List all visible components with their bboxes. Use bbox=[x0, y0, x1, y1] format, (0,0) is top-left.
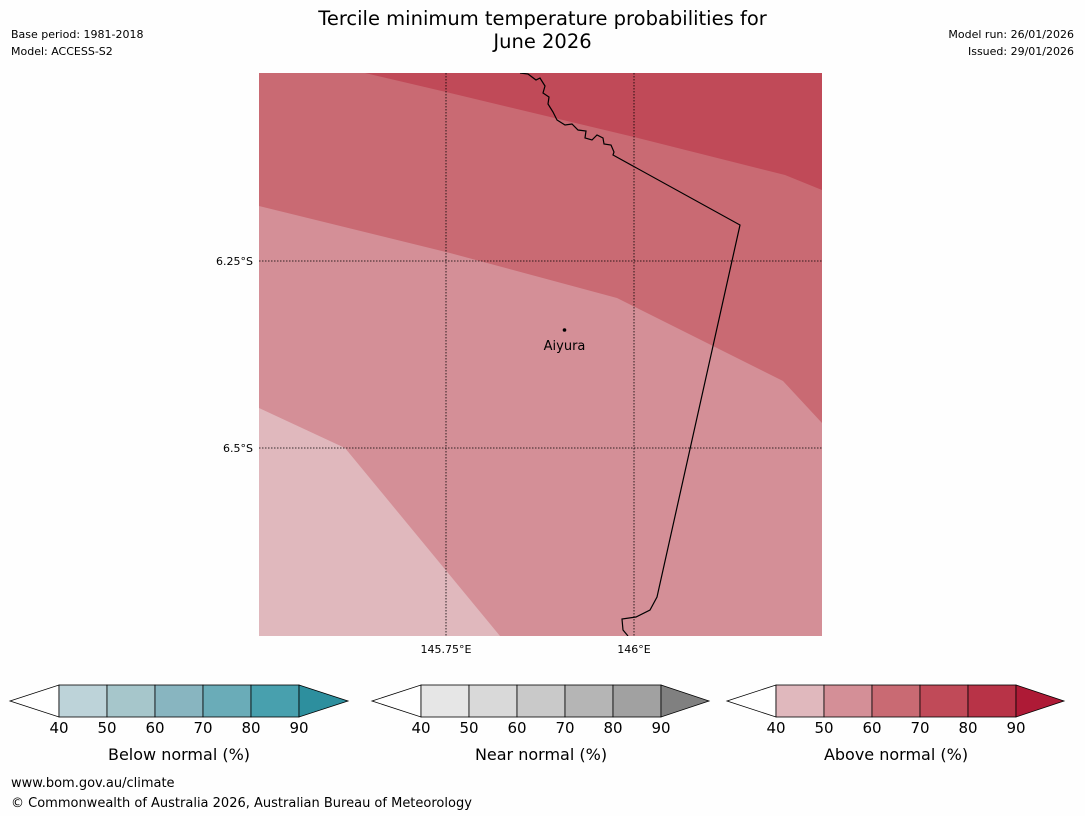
footer-url: www.bom.gov.au/climate bbox=[11, 776, 175, 791]
footer: www.bom.gov.au/climate © Commonwealth of… bbox=[11, 774, 472, 814]
tick-label: 90 bbox=[289, 719, 309, 737]
legend-near-label: Near normal (%) bbox=[474, 745, 608, 764]
colorbar-near bbox=[370, 684, 711, 718]
lon-label-146: 146°E bbox=[617, 643, 650, 656]
above-swatch-40 bbox=[775, 684, 825, 718]
tick-label: 70 bbox=[555, 719, 575, 737]
footer-copyright: © Commonwealth of Australia 2026, Austra… bbox=[11, 796, 472, 811]
near-swatch-40 bbox=[420, 684, 470, 718]
chart-title: Tercile minimum temperature probabilitie… bbox=[0, 7, 1085, 53]
model-text: Model: ACCESS-S2 bbox=[11, 45, 113, 58]
map-probability-field bbox=[259, 73, 822, 636]
colorbar-below bbox=[8, 684, 350, 718]
zone-above-70-80 bbox=[365, 73, 822, 190]
above-swatch-60 bbox=[871, 684, 921, 718]
title-line-2: June 2026 bbox=[493, 30, 592, 53]
tick-label: 50 bbox=[97, 719, 117, 737]
tick-label: 90 bbox=[651, 719, 671, 737]
tick-label: 40 bbox=[766, 719, 786, 737]
above-swatch-80 bbox=[967, 684, 1017, 718]
tick-label: 80 bbox=[241, 719, 261, 737]
near-extend-high bbox=[660, 684, 711, 718]
lon-label-145.75: 145.75°E bbox=[421, 643, 472, 656]
model-run-text: Model run: 26/01/2026 bbox=[948, 28, 1074, 41]
lat-label-6.25: 6.25°S bbox=[216, 255, 253, 268]
above-extend-low bbox=[725, 684, 777, 718]
below-swatch-80 bbox=[250, 684, 300, 718]
legend-colorbars bbox=[8, 684, 1066, 718]
tick-label: 60 bbox=[145, 719, 165, 737]
near-swatch-50 bbox=[468, 684, 518, 718]
aiyura-label: Aiyura bbox=[544, 339, 586, 354]
below-swatch-60 bbox=[154, 684, 204, 718]
below-extend-low bbox=[8, 684, 60, 718]
above-swatch-50 bbox=[823, 684, 873, 718]
below-swatch-50 bbox=[106, 684, 156, 718]
tick-label: 40 bbox=[49, 719, 69, 737]
below-extend-high bbox=[298, 684, 350, 718]
province-boundary bbox=[519, 73, 741, 636]
map: Aiyura 6.25°S 6.5°S 145.75°E 146°E bbox=[216, 73, 822, 656]
tick-label: 70 bbox=[910, 719, 930, 737]
legend-above-label: Above normal (%) bbox=[823, 745, 969, 764]
title-line-1: Tercile minimum temperature probabilitie… bbox=[318, 7, 767, 30]
near-extend-low bbox=[370, 684, 422, 718]
below-swatch-70 bbox=[202, 684, 252, 718]
tick-label: 60 bbox=[862, 719, 882, 737]
below-swatch-40 bbox=[58, 684, 108, 718]
lat-label-6.5: 6.5°S bbox=[223, 442, 253, 455]
metadata-left: Base period: 1981-2018 Model: ACCESS-S2 bbox=[11, 26, 143, 60]
base-period-text: Base period: 1981-2018 bbox=[11, 28, 144, 41]
tick-label: 80 bbox=[958, 719, 978, 737]
tick-label: 90 bbox=[1006, 719, 1026, 737]
issued-text: Issued: 29/01/2026 bbox=[967, 45, 1074, 58]
colorbar-above bbox=[725, 684, 1066, 718]
tick-label: 40 bbox=[411, 719, 431, 737]
tick-label: 80 bbox=[603, 719, 623, 737]
zone-above-40-50 bbox=[259, 408, 500, 636]
near-swatch-60 bbox=[516, 684, 566, 718]
aiyura-marker bbox=[562, 328, 567, 332]
tick-label: 60 bbox=[507, 719, 527, 737]
zone-above-60-70 bbox=[259, 73, 822, 423]
near-swatch-70 bbox=[564, 684, 614, 718]
above-swatch-70 bbox=[919, 684, 969, 718]
legend-below-label: Below normal (%) bbox=[107, 745, 251, 764]
near-swatch-80 bbox=[612, 684, 662, 718]
above-extend-high bbox=[1015, 684, 1066, 718]
tick-label: 70 bbox=[193, 719, 213, 737]
tick-label: 50 bbox=[459, 719, 479, 737]
metadata-right: Model run: 26/01/2026 Issued: 29/01/2026 bbox=[948, 26, 1074, 60]
tick-label: 50 bbox=[814, 719, 834, 737]
